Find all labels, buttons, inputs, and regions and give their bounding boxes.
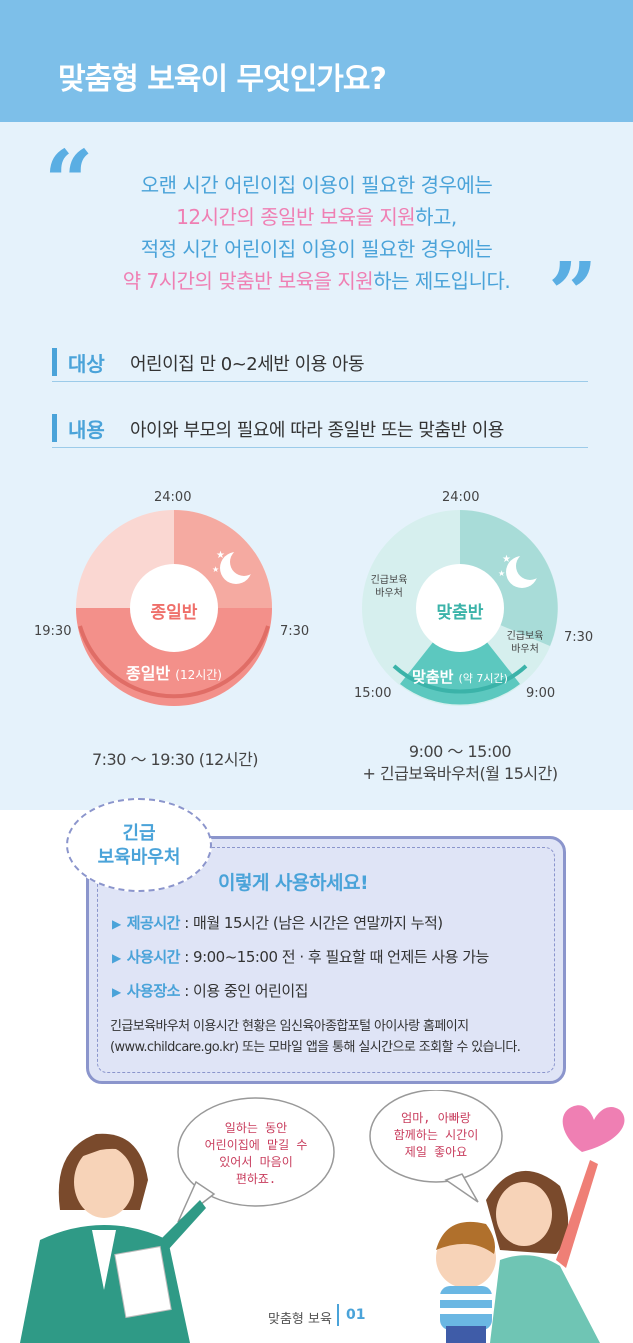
clocks-diagram: ★ ★ ★ ★ <box>76 510 558 706</box>
voucher-dash-border <box>97 847 555 1073</box>
svg-text:★: ★ <box>212 565 219 574</box>
voucher-bubble <box>66 798 212 892</box>
target-key: 대상 <box>68 352 105 376</box>
custom-band-sub: (약 7시간) <box>458 672 508 685</box>
target-value: 어린이집 만 0~2세반 이용 아동 <box>130 354 365 375</box>
full-caption: 7:30 ～ 19:30 (12시간) <box>91 750 259 769</box>
star-icon-2: ★ <box>502 554 511 565</box>
custom-band-label: 맞춤반 (약 7시간) <box>396 666 524 687</box>
mom-speech-text: 일하는 동안 어린이집에 맡길 수 있어서 마음이 편하죠. <box>204 1121 308 1186</box>
footer-separator <box>337 1304 339 1326</box>
header-banner <box>0 0 633 122</box>
clock-custom: ★ ★ <box>362 510 558 706</box>
intro-highlight-2: 약 7시간의 맞춤반 보육을 지원 <box>122 269 374 293</box>
full-left-label: 19:30 <box>34 624 72 639</box>
custom-center-label: 맞춤반 <box>436 603 484 623</box>
open-quote-icon: “ <box>44 132 94 233</box>
clock-full: ★ ★ <box>76 510 272 706</box>
intro-line-2-rest: 하고, <box>415 205 457 229</box>
svg-text:★: ★ <box>498 569 505 578</box>
footer-label: 맞춤형 보육 <box>268 1312 332 1327</box>
custom-right-note: 긴급보육 바우처 <box>506 631 544 655</box>
clock-full-band-edge <box>78 625 270 699</box>
illustration <box>20 1090 625 1343</box>
triangle-icon: ▶ <box>112 985 121 999</box>
custom-caption-1: 9:00 ～ 15:00 <box>408 742 512 761</box>
mom-speech-bubble <box>177 1097 335 1207</box>
kids-speech-text: 엄마, 아빠랑 함께하는 시간이 제일 좋아요 <box>393 1111 479 1159</box>
voucher-bubble-text: 긴급 보육바우처 <box>97 823 181 868</box>
intro-highlight-1: 12시간의 종일반 보육을 지원 <box>176 205 416 229</box>
voucher-item-time: ▶ 사용시간 : 9:00~15:00 전 · 후 필요할 때 언제든 사용 가능 <box>112 948 489 966</box>
intro-background <box>0 122 633 810</box>
clock-custom-daytime <box>400 608 520 705</box>
content-row: 내용 아이와 부모의 필요에 따라 종일반 또는 맞춤반 이용 <box>52 412 588 448</box>
close-quote-icon: ” <box>548 244 598 345</box>
content-bar <box>52 414 57 442</box>
full-top-label: 24:00 <box>154 490 192 505</box>
content-value: 아이와 부모의 필요에 따라 종일반 또는 맞춤반 이용 <box>130 420 504 441</box>
intro-line-3: 적정 시간 어린이집 이용이 필요한 경우에는 <box>140 237 493 261</box>
custom-band-main: 맞춤반 <box>412 668 454 686</box>
custom-top-label: 24:00 <box>442 490 480 505</box>
full-band-label: 종일반 (12시간) <box>104 660 244 684</box>
custom-left-note: 긴급보육 바우처 <box>370 575 408 599</box>
full-band-main: 종일반 <box>126 664 171 683</box>
full-center-label: 종일반 <box>150 603 198 623</box>
child-figure <box>436 1221 496 1343</box>
target-row: 대상 어린이집 만 0~2세반 이용 아동 <box>52 346 588 382</box>
clock-custom-band-edge <box>392 664 528 694</box>
custom-caption-2: + 긴급보육바우처(월 15시간) <box>362 764 558 783</box>
voucher-heading: 이렇게 사용하세요! <box>218 872 369 894</box>
intro-line-1: 오랜 시간 어린이집 이용이 필요한 경우에는 <box>140 173 493 197</box>
intro-line-4-rest: 하는 제도입니다. <box>373 269 511 293</box>
voucher-item-place: ▶ 사용장소 : 이용 중인 어린이집 <box>112 982 308 1000</box>
intro-line-2: 12시간의 종일반 보육을 지원하고, <box>60 200 573 234</box>
intro-line-4: 약 7시간의 맞춤반 보육을 지원하는 제도입니다. <box>60 264 573 298</box>
voucher-item-provide: ▶ 제공시간 : 매월 15시간 (남은 시간은 연말까지 누적) <box>112 914 443 932</box>
mother-figure <box>20 1133 206 1343</box>
custom-bottom-left-label: 15:00 <box>354 686 392 701</box>
heart-icon <box>562 1105 625 1152</box>
girl-figure <box>486 1160 600 1343</box>
triangle-icon: ▶ <box>112 951 121 965</box>
target-bar <box>52 348 57 376</box>
page-number: 01 <box>346 1307 366 1323</box>
full-band-sub: (12시간) <box>175 668 222 682</box>
kids-speech-bubble <box>369 1090 503 1183</box>
clock-custom-center <box>416 564 504 652</box>
page-title: 맞춤형 보육이 무엇인가요? <box>58 62 387 97</box>
voucher-note: 긴급보육바우처 이용시간 현황은 임신육아종합포털 아이사랑 홈페이지 (www.… <box>110 1019 521 1055</box>
clock-full-center <box>130 564 218 652</box>
custom-right-label: 7:30 <box>564 630 594 645</box>
custom-bottom-right-label: 9:00 <box>526 686 556 701</box>
full-right-label: 7:30 <box>280 624 310 639</box>
star-icon: ★ <box>216 550 225 561</box>
content-key: 내용 <box>68 418 105 442</box>
triangle-icon: ▶ <box>112 917 121 931</box>
